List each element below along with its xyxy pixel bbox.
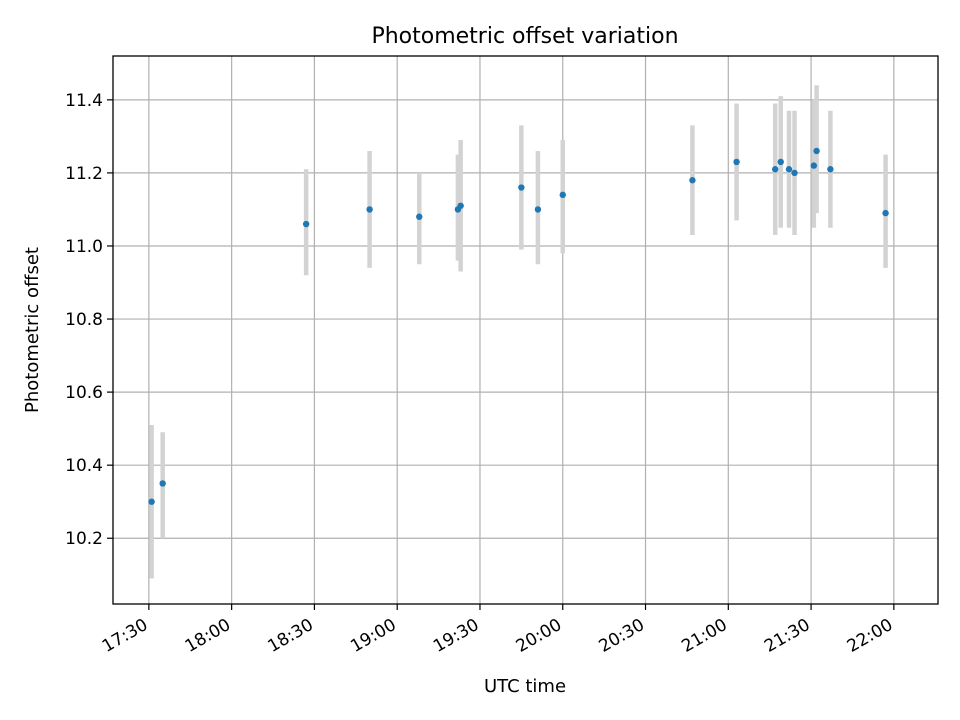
grid-layer (113, 56, 938, 604)
chart-title: Photometric offset variation (371, 24, 678, 49)
data-point (457, 202, 464, 209)
data-point (366, 206, 373, 213)
data-point (785, 166, 793, 173)
data-point (772, 166, 779, 173)
y-axis-label: Photometric offset (22, 247, 43, 413)
data-point (791, 169, 798, 177)
data-point (159, 480, 166, 487)
data-point (733, 158, 740, 166)
data-point (559, 191, 566, 199)
y-tick-label: 10.4 (65, 456, 103, 476)
data-point (302, 220, 310, 228)
data-layer (148, 85, 889, 579)
y-tick-label: 11.0 (65, 237, 103, 257)
data-point (827, 166, 834, 173)
data-point (777, 158, 784, 166)
plot-frame (112, 55, 939, 605)
y-tick-label: 11.4 (65, 91, 103, 111)
y-tick-label: 10.2 (65, 529, 103, 549)
data-point (148, 498, 155, 505)
data-point (689, 177, 696, 184)
data-point (882, 209, 889, 217)
x-axis-label: UTC time (484, 676, 566, 697)
data-point (534, 206, 542, 213)
y-tick-label: 11.2 (65, 164, 103, 184)
data-point (416, 213, 423, 220)
data-point (518, 184, 525, 191)
y-tick-label: 10.6 (65, 383, 103, 403)
data-point (813, 147, 820, 155)
y-tick-label: 10.8 (65, 310, 103, 330)
data-point (810, 162, 818, 169)
